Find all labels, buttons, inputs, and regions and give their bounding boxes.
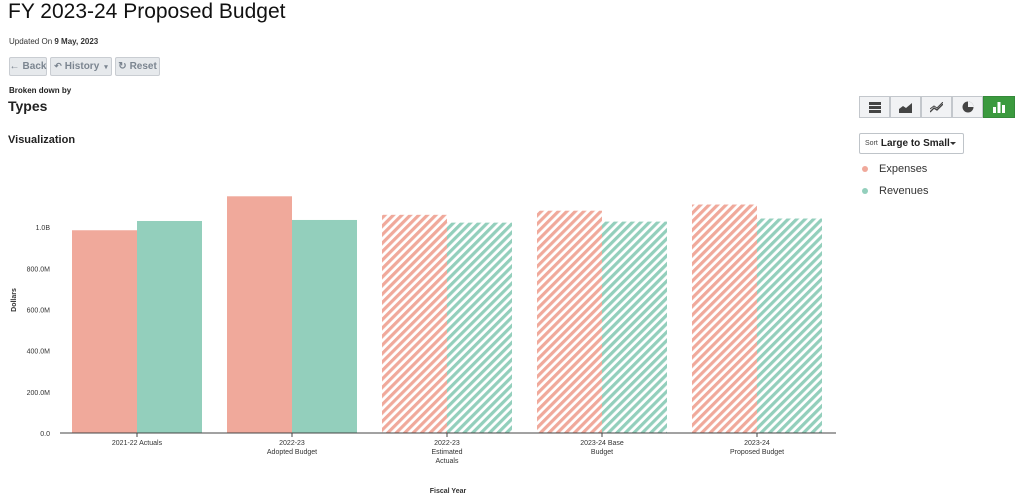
reset-label: Reset <box>129 61 157 72</box>
chevron-down-icon <box>950 142 956 145</box>
legend-dot-expenses <box>862 166 868 172</box>
x-tick-label: 2023-24 Base Budget <box>580 440 624 456</box>
y-tick-label: 1.0B <box>36 225 51 232</box>
table-icon <box>868 101 881 113</box>
area-chart-icon <box>899 102 912 113</box>
bar-revenues-1[interactable] <box>292 219 357 433</box>
x-tick-label: 2023-24 Proposed Budget <box>730 440 784 456</box>
chevron-down-icon: ▾ <box>104 63 108 71</box>
y-tick-label: 600.0M <box>27 308 51 315</box>
table-view-button[interactable] <box>859 96 890 118</box>
y-tick-label: 0.0 <box>40 431 50 438</box>
bar-expenses-0[interactable] <box>72 230 137 433</box>
bar-chart-view-button[interactable] <box>983 96 1015 118</box>
broken-down-by-label: Broken down by <box>9 86 72 95</box>
legend-label-expenses: Expenses <box>879 163 928 175</box>
x-tick-label: 2022-23 Adopted Budget <box>267 440 317 456</box>
sort-value: Large to Small <box>880 138 950 149</box>
bar-expenses-3[interactable] <box>537 210 602 433</box>
y-tick-label: 200.0M <box>27 390 51 397</box>
area-chart-view-button[interactable] <box>890 96 921 118</box>
sort-dropdown[interactable]: Sort Large to Small <box>859 133 964 154</box>
breakdown-value[interactable]: Types <box>8 98 48 114</box>
reset-icon: ↻ <box>118 61 127 72</box>
bar-expenses-4[interactable] <box>692 204 757 433</box>
history-icon: ↶ <box>54 61 62 71</box>
history-button[interactable]: ↶ History ▾ <box>50 57 112 76</box>
updated-prefix: Updated On <box>9 37 53 46</box>
updated-on: Updated On 9 May, 2023 <box>9 37 98 46</box>
legend-item-revenues[interactable]: Revenues <box>862 185 929 197</box>
x-tick-label: 2021-22 Actuals <box>112 440 163 447</box>
y-tick-label: 400.0M <box>27 349 51 356</box>
bar-revenues-2[interactable] <box>447 222 512 433</box>
bar-chart-icon <box>993 101 1005 113</box>
y-tick-label: 800.0M <box>27 266 51 273</box>
y-axis-label: Dollars <box>11 288 18 312</box>
bar-revenues-3[interactable] <box>602 221 667 433</box>
bar-revenues-0[interactable] <box>137 220 202 433</box>
line-chart-view-button[interactable] <box>921 96 952 118</box>
bar-chart: 0.0 200.0M 400.0M 600.0M 800.0M 1.0B 2021-22 … <box>11 196 836 495</box>
x-axis-label: Fiscal Year <box>430 488 467 495</box>
x-tick-label: 2022-23 Estimated Actuals <box>431 440 462 465</box>
arrow-left-icon: ← <box>9 61 20 72</box>
line-chart-icon <box>930 101 943 112</box>
pie-chart-icon <box>962 101 973 113</box>
legend-label-revenues: Revenues <box>879 185 929 197</box>
legend-item-expenses[interactable]: Expenses <box>862 163 927 175</box>
bar-expenses-2[interactable] <box>382 214 447 433</box>
updated-date: 9 May, 2023 <box>54 37 99 46</box>
reset-button[interactable]: ↻ Reset <box>115 57 160 76</box>
bar-expenses-1[interactable] <box>227 196 292 433</box>
visualization-label: Visualization <box>8 134 76 146</box>
sort-prefix: Sort <box>865 140 878 147</box>
pie-chart-view-button[interactable] <box>952 96 983 118</box>
back-label: Back <box>22 61 47 72</box>
legend-dot-revenues <box>862 188 868 194</box>
back-button[interactable]: ← Back <box>9 57 47 76</box>
history-label: History <box>64 61 100 72</box>
bar-revenues-4[interactable] <box>757 218 822 433</box>
page-title: FY 2023-24 Proposed Budget <box>8 0 286 23</box>
